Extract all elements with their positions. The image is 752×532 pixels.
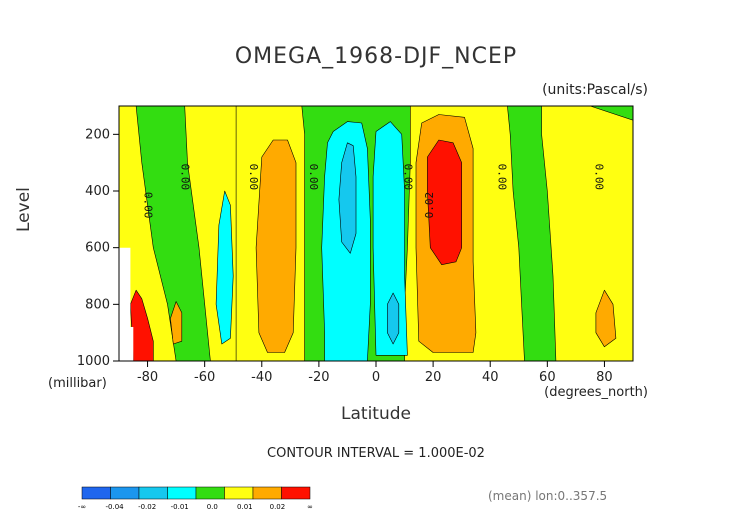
colorbar-swatch: [110, 486, 140, 500]
contour-label-4: 0.00: [401, 164, 414, 191]
units-label: (units:Pascal/s): [542, 82, 648, 98]
colorbar-label: ∞: [307, 503, 313, 511]
contour-region-5: [541, 106, 633, 361]
contour-label-2: 0.00: [247, 164, 260, 191]
contour-region-15: [338, 142, 357, 254]
colorbar-swatch: [81, 486, 111, 500]
x-tick-label: -80: [137, 370, 158, 385]
colorbar-swatch: [195, 486, 225, 500]
x-axis-label: Latitude: [341, 404, 411, 424]
x-tick-label: -20: [308, 370, 329, 385]
chart-title: OMEGA_1968-DJF_NCEP: [234, 44, 518, 69]
contour-region-10: [427, 139, 463, 266]
y-tick-label: 1000: [77, 354, 110, 369]
colorbar-label: -∞: [78, 503, 86, 511]
contour-fills: [119, 106, 633, 361]
colorbar-swatch: [167, 486, 197, 500]
contour-labels: 0.00 0.00 0.00 0.00 0.00 0.02 0.00 0.00: [142, 164, 606, 219]
x-tick-label: 80: [596, 370, 613, 385]
contour-region-6: [255, 139, 297, 353]
x-tick-label: -40: [251, 370, 272, 385]
colorbar-swatch: [224, 486, 254, 500]
colorbar-label: -0.02: [138, 503, 156, 511]
contour-region-14: [215, 190, 234, 345]
x-tick-label: 0: [372, 370, 380, 385]
y-tick-label: 800: [85, 297, 110, 312]
contour-region-16: [387, 292, 400, 345]
contour-region-13: [372, 121, 408, 356]
x-axis-units: (degrees_north): [544, 385, 648, 400]
contour-region-8: [170, 301, 183, 345]
colorbar-swatch: [252, 486, 282, 500]
contour-label-3: 0.00: [307, 164, 320, 191]
colorbar-label: -0.01: [171, 503, 189, 511]
colorbar-swatch: [281, 486, 311, 500]
x-axis-ticks: -80 -60 -40 -20 0 20 40 60 80: [137, 361, 613, 385]
y-tick-label: 400: [85, 184, 110, 199]
y-axis-ticks: 200 400 600 800 1000: [77, 127, 119, 369]
contour-label-0: 0.00: [142, 192, 155, 219]
contour-label-7: 0.00: [593, 164, 606, 191]
contour-region-9: [595, 289, 617, 348]
colorbar-label: 0.0: [207, 503, 218, 511]
contour-label-6: 0.00: [496, 164, 509, 191]
x-tick-label: 20: [425, 370, 442, 385]
missing-data-region-2: [124, 327, 134, 361]
x-tick-label: -60: [194, 370, 215, 385]
colorbar-label: 0.01: [237, 503, 253, 511]
x-tick-label: 60: [539, 370, 556, 385]
y-tick-label: 200: [85, 127, 110, 142]
mean-longitude-note: (mean) lon:0..357.5: [488, 489, 608, 503]
contour-label-5: 0.02: [423, 192, 436, 219]
colorbar-label: 0.02: [270, 503, 286, 511]
y-axis-units: (millibar): [48, 376, 107, 391]
colorbar-label: -0.04: [106, 503, 125, 511]
x-tick-label: 40: [482, 370, 499, 385]
colorbar-swatch: [138, 486, 168, 500]
contour-label-1: 0.00: [179, 164, 192, 191]
colorbar: -∞ -0.04 -0.02 -0.01 0.0 0.01 0.02 ∞: [78, 486, 313, 511]
contour-interval-label: CONTOUR INTERVAL = 1.000E-02: [267, 446, 485, 461]
contour-region-11: [130, 289, 154, 361]
y-tick-label: 600: [85, 241, 110, 256]
